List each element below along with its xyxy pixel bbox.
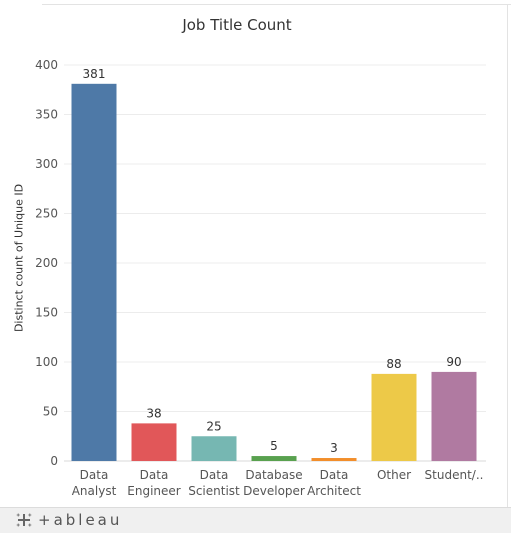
- x-tick-label: Developer: [243, 484, 305, 498]
- x-tick-label: Data: [200, 468, 229, 482]
- x-tick-label: Engineer: [127, 484, 181, 498]
- x-tick-label: Data: [320, 468, 349, 482]
- x-tick-label: Analyst: [72, 484, 117, 498]
- y-tick-label: 50: [43, 405, 58, 419]
- data-label: 88: [386, 357, 401, 371]
- top-divider: [42, 4, 511, 5]
- bar: [71, 83, 117, 461]
- y-tick-label: 400: [35, 58, 58, 72]
- data-label: 25: [206, 419, 221, 433]
- bar: [131, 423, 177, 461]
- tableau-logo-icon: [16, 513, 32, 527]
- x-tick-label: Scientist: [188, 484, 240, 498]
- y-tick-label: 200: [35, 256, 58, 270]
- bar: [371, 373, 417, 461]
- x-tick-label: Database: [245, 468, 302, 482]
- bar: [311, 458, 357, 461]
- data-label: 90: [446, 355, 461, 369]
- data-label: 38: [146, 406, 161, 420]
- y-tick-label: 150: [35, 306, 58, 320]
- x-tick-label: Architect: [307, 484, 361, 498]
- tableau-footer: +ableau: [0, 507, 511, 533]
- x-tick-label: Other: [377, 468, 411, 482]
- y-tick-label: 300: [35, 157, 58, 171]
- bar: [251, 456, 297, 461]
- tableau-logo-text: +ableau: [38, 511, 123, 529]
- y-tick-label: 100: [35, 355, 58, 369]
- data-label: 5: [270, 439, 278, 453]
- bar: [191, 436, 237, 461]
- right-divider: [507, 4, 508, 507]
- bar-chart: 050100150200250300350400381DataAnalyst38…: [35, 58, 486, 498]
- y-tick-label: 350: [35, 108, 58, 122]
- data-label: 381: [83, 67, 106, 81]
- y-tick-label: 250: [35, 207, 58, 221]
- chart-title: Job Title Count: [182, 16, 292, 34]
- x-tick-label: Data: [80, 468, 109, 482]
- bar: [431, 371, 477, 461]
- x-tick-label: Data: [140, 468, 169, 482]
- data-label: 3: [330, 441, 338, 455]
- x-tick-label: Student/..: [425, 468, 484, 482]
- y-tick-label: 0: [50, 454, 58, 468]
- tableau-logo[interactable]: +ableau: [14, 510, 122, 530]
